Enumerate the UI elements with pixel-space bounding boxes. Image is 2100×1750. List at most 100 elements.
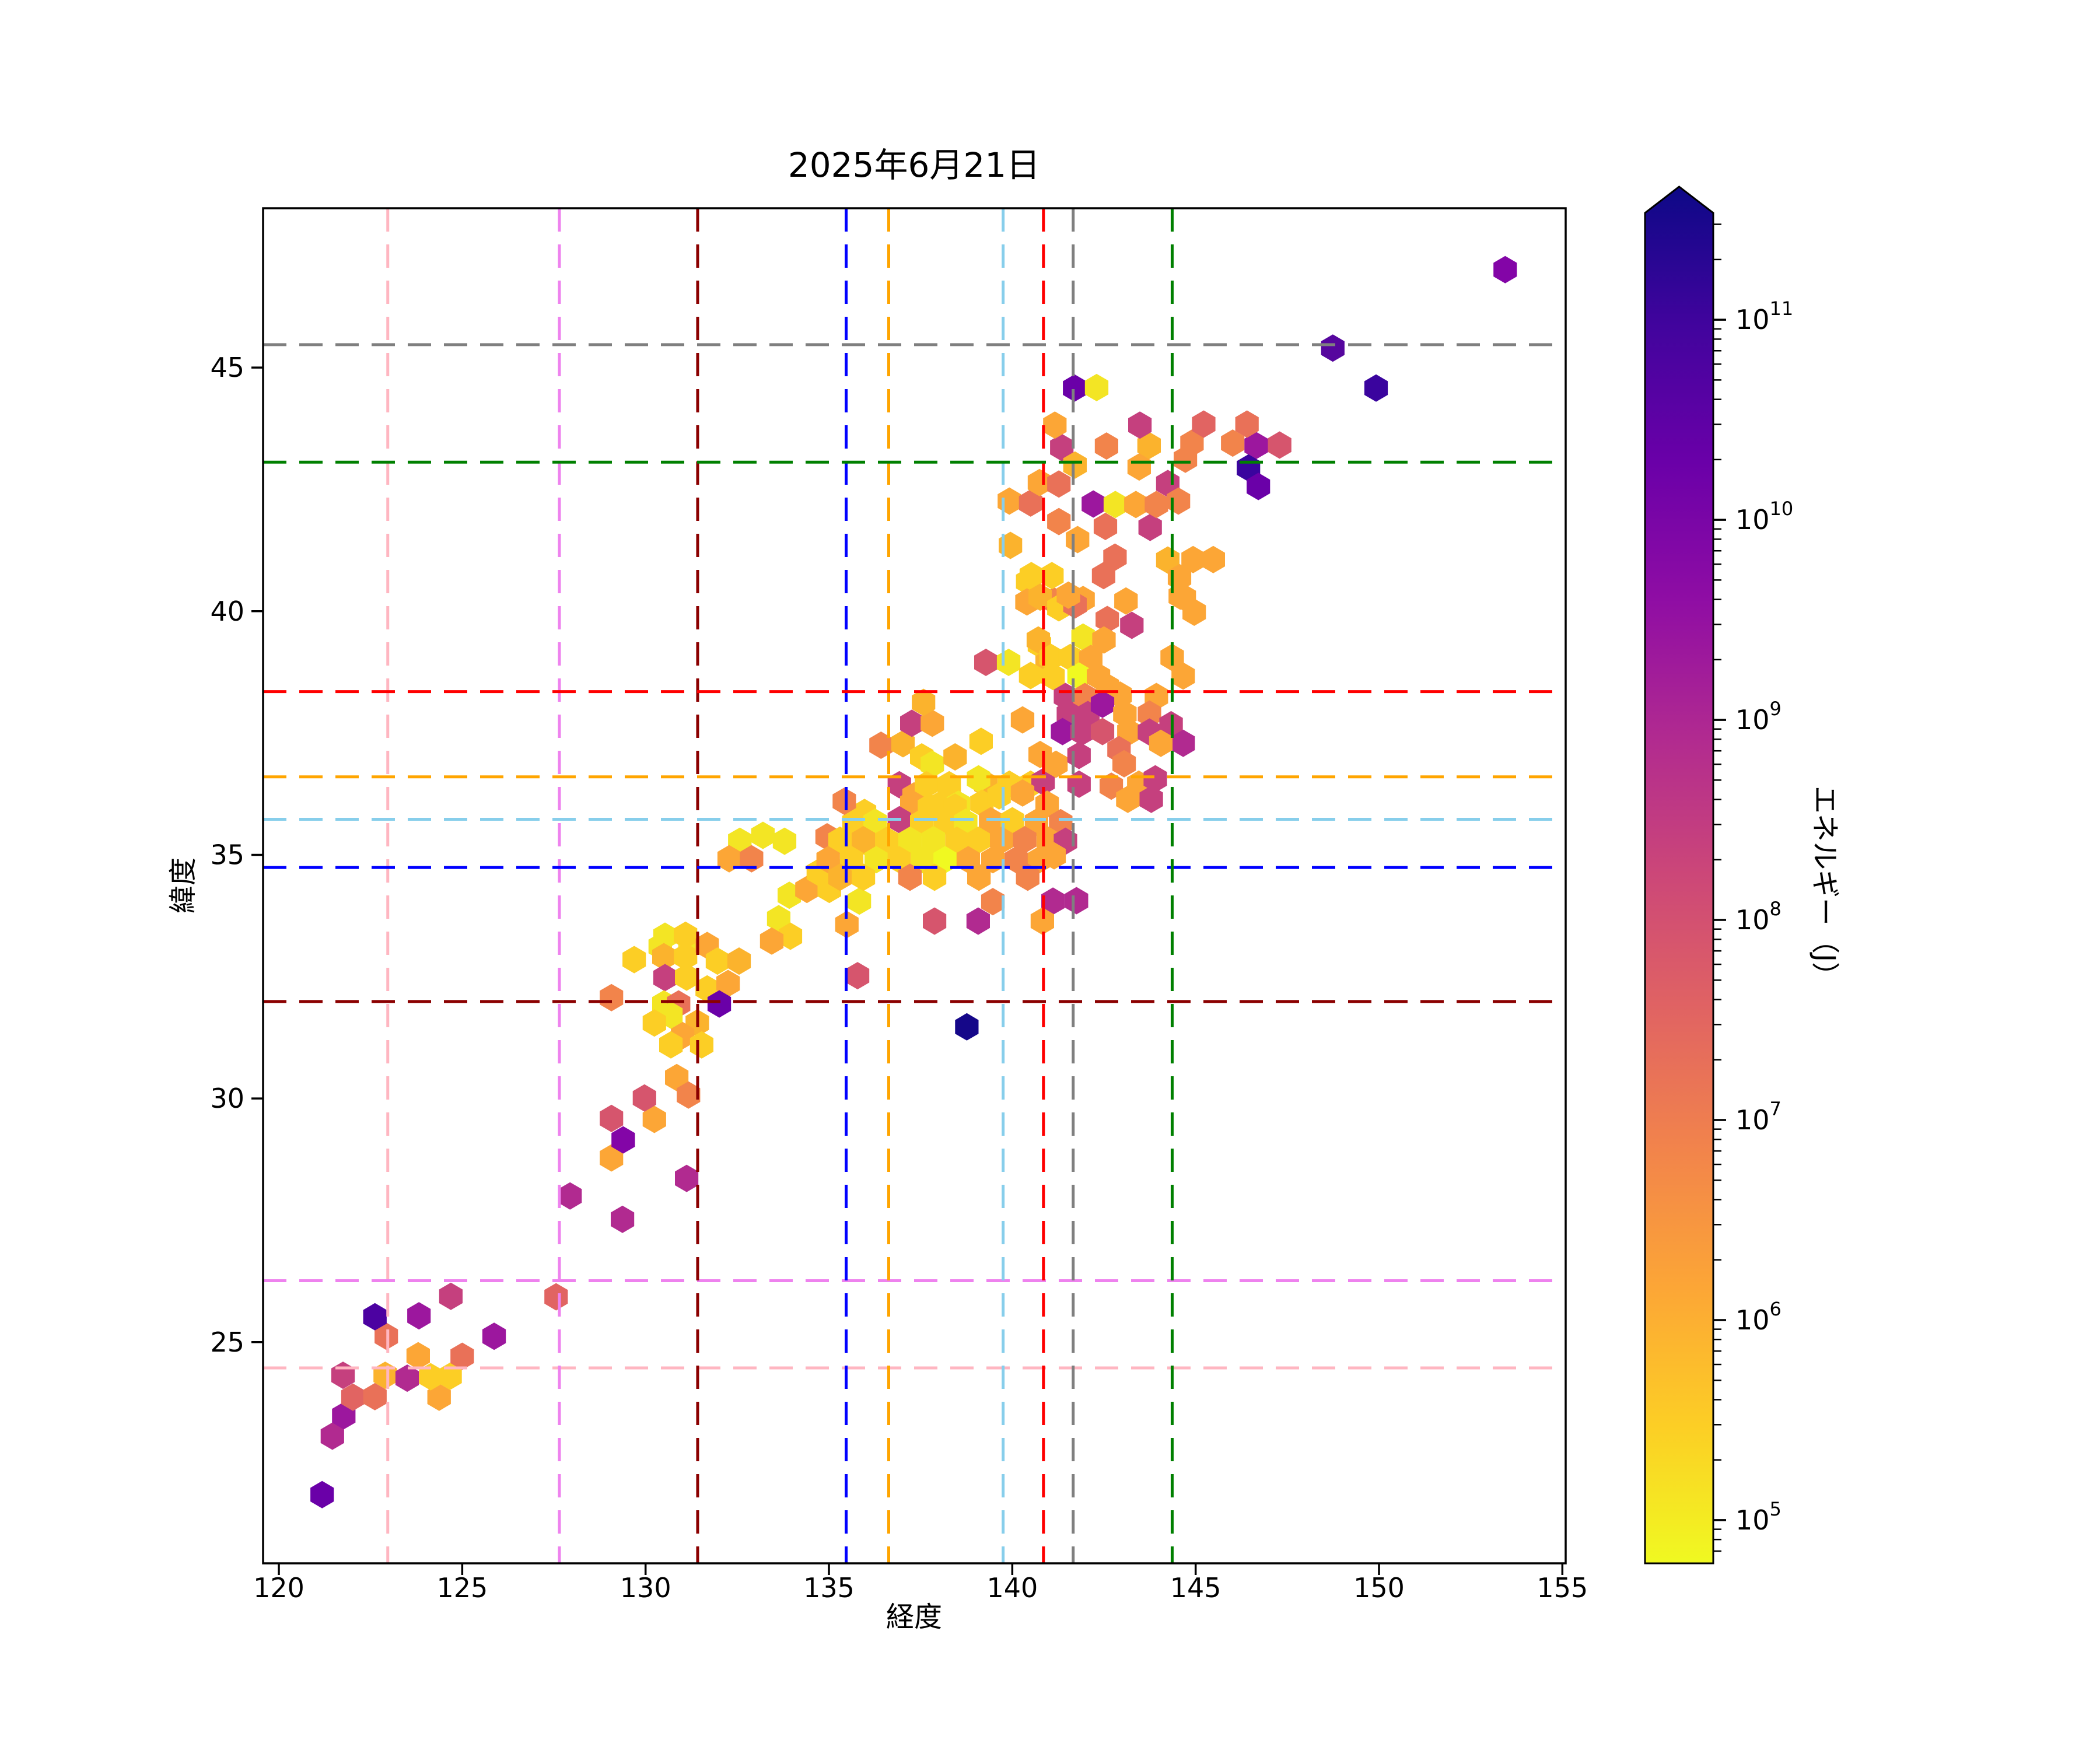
- colorbar-tick-label: 108: [1735, 898, 1782, 936]
- hex-cell: [1174, 445, 1198, 473]
- y-tick-label: 35: [210, 839, 244, 870]
- hex-cell: [1039, 643, 1063, 671]
- hex-cell: [1090, 690, 1115, 718]
- plot-area-border: [262, 207, 1567, 1564]
- hex-cell: [439, 1282, 463, 1310]
- y-tick-label: 25: [210, 1326, 244, 1358]
- hex-cell: [955, 1013, 979, 1041]
- hex-cell: [1128, 411, 1152, 439]
- hex-cell: [848, 887, 872, 915]
- hex-cell: [450, 1342, 474, 1370]
- hex-cell: [717, 845, 741, 873]
- hex-cell: [1221, 429, 1245, 457]
- x-axis-label: 経度: [886, 1601, 942, 1633]
- hex-cell: [1364, 374, 1388, 402]
- hex-cell: [653, 964, 677, 992]
- hex-cell: [1103, 543, 1127, 571]
- hex-cell: [1019, 562, 1044, 590]
- hex-cell: [1067, 741, 1091, 769]
- hex-cell: [1091, 562, 1115, 590]
- hex-cell: [1201, 545, 1225, 573]
- hex-cell: [1139, 785, 1163, 813]
- hex-cell: [665, 1063, 689, 1091]
- hex-cell: [600, 984, 624, 1012]
- hex-cell: [1043, 411, 1067, 439]
- hex-cell: [966, 907, 990, 935]
- hex-cell: [945, 826, 969, 854]
- hex-cell: [1047, 508, 1071, 536]
- hex-cell: [933, 807, 957, 835]
- hex-cell: [852, 826, 876, 854]
- hex-cell: [1137, 432, 1161, 460]
- hex-cell: [705, 947, 729, 975]
- hex-cell: [653, 922, 677, 950]
- hex-cell: [740, 845, 764, 873]
- reference-lines-layer: [263, 208, 1566, 1563]
- hex-cell: [482, 1322, 506, 1350]
- hex-cell: [898, 826, 922, 854]
- hex-cell: [1094, 432, 1118, 460]
- colorbar-label: エネルギー（J）: [1808, 786, 1841, 990]
- hex-cell: [1041, 887, 1065, 915]
- hex-cell: [760, 927, 784, 955]
- hex-cell: [1027, 468, 1051, 496]
- hex-cell: [1138, 513, 1162, 541]
- hex-cell: [675, 1164, 699, 1192]
- hex-cell: [778, 881, 802, 909]
- hex-cell: [898, 863, 922, 891]
- hex-cell: [1124, 491, 1148, 519]
- hex-cell: [363, 1382, 387, 1410]
- hex-cell: [1149, 729, 1173, 757]
- hex-cell: [921, 709, 944, 737]
- hex-cell: [1010, 779, 1035, 807]
- hex-cell: [1192, 410, 1216, 438]
- hex-cell: [642, 1105, 666, 1133]
- hex-cell: [751, 821, 775, 849]
- hex-cell: [1028, 583, 1052, 611]
- hex-cell: [1019, 489, 1042, 517]
- hex-cell: [900, 709, 924, 737]
- hex-cell: [600, 1104, 624, 1132]
- hex-cell: [869, 732, 893, 759]
- hex-cell: [1120, 611, 1144, 639]
- hex-cell: [1071, 623, 1095, 651]
- hex-cell: [1181, 545, 1205, 573]
- hex-cell: [407, 1302, 431, 1330]
- hex-cell: [1114, 587, 1138, 615]
- x-tick-label: 120: [253, 1572, 304, 1604]
- hex-cell: [999, 531, 1023, 559]
- hex-cell: [772, 827, 797, 855]
- y-tick-label: 30: [210, 1083, 244, 1114]
- hex-cell: [363, 1303, 387, 1331]
- hex-cell: [341, 1383, 365, 1411]
- y-axis-ticks: 25 30 35 40 45: [210, 352, 263, 1358]
- hex-cell: [990, 826, 1014, 854]
- hex-cell: [1321, 334, 1345, 362]
- hex-cell: [778, 922, 803, 950]
- colorbar-tick-label: 109: [1735, 698, 1782, 736]
- x-tick-label: 135: [803, 1572, 855, 1604]
- hex-cell: [966, 826, 990, 854]
- x-tick-label: 145: [1170, 1572, 1222, 1604]
- x-tick-label: 125: [436, 1572, 488, 1604]
- hex-cell: [979, 807, 1003, 835]
- hex-cell: [611, 1126, 635, 1154]
- hex-cell: [1268, 431, 1292, 459]
- hex-cell: [1172, 583, 1196, 611]
- hex-cell: [923, 863, 947, 891]
- hex-cell: [912, 688, 936, 716]
- hex-cell: [1090, 718, 1115, 746]
- hex-cell: [1000, 807, 1024, 835]
- hex-cell: [427, 1383, 451, 1411]
- hex-cell: [1247, 473, 1270, 501]
- x-tick-label: 155: [1536, 1572, 1588, 1604]
- hex-cell: [395, 1364, 419, 1392]
- hex-cell: [1047, 470, 1071, 498]
- hex-cell: [690, 1031, 713, 1059]
- hex-cell: [863, 808, 887, 836]
- hex-cell: [1040, 562, 1064, 590]
- hex-cell: [1065, 887, 1088, 915]
- hex-cell: [1042, 842, 1066, 870]
- x-tick-label: 140: [986, 1572, 1038, 1604]
- hex-cell: [891, 730, 915, 758]
